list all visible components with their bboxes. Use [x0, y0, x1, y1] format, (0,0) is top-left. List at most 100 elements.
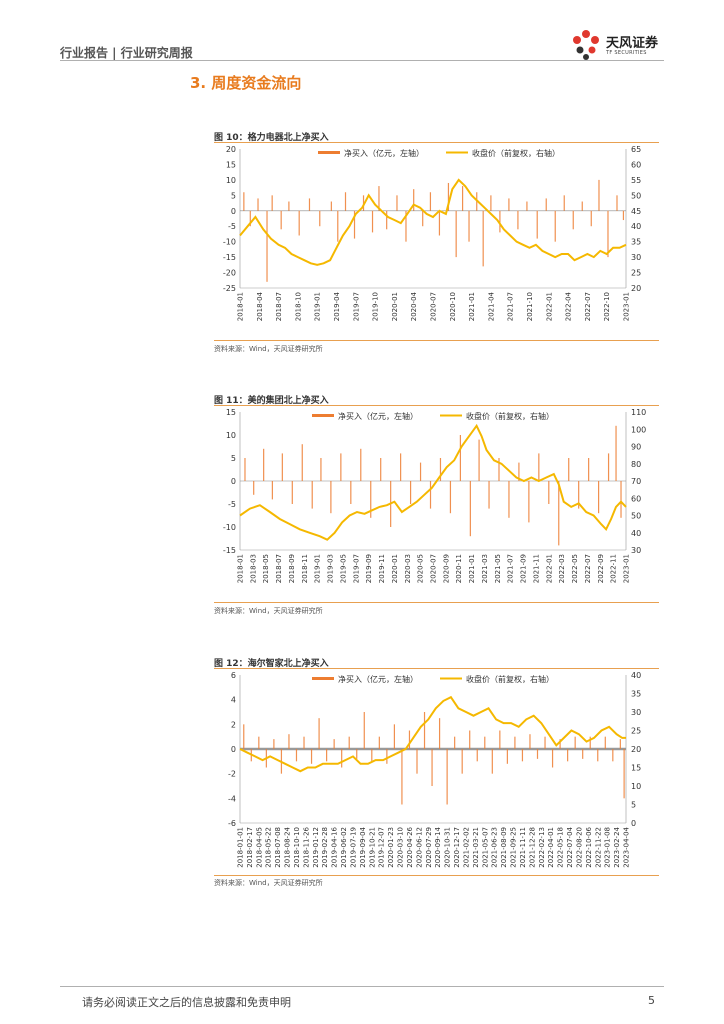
x-tick-label: 2023-01: [623, 292, 631, 321]
y-right-tick-label: 50: [631, 191, 641, 200]
net-buy-bar: [559, 739, 561, 749]
net-buy-bar: [607, 210, 609, 258]
net-buy-bar: [400, 453, 402, 481]
tf-securities-logo: 天风证券 TF SECURITIES: [568, 26, 668, 62]
net-buy-bar: [529, 734, 531, 749]
x-tick-label: 2020-07: [430, 554, 438, 583]
y-right-tick-label: 30: [631, 253, 641, 262]
price-line: [239, 178, 627, 266]
figure-12-title: 图 12：海尔智家北上净买入: [214, 659, 329, 669]
y-right-tick-label: 40: [631, 529, 641, 538]
net-buy-bar: [459, 435, 461, 481]
footer-divider: [60, 986, 664, 987]
net-buy-bar: [469, 730, 471, 749]
net-buy-bar: [622, 210, 625, 221]
net-buy-bar: [548, 481, 550, 504]
net-buy-bar: [280, 210, 282, 230]
x-tick-label: 2022-05-18: [557, 827, 565, 868]
y-left-tick-label: -6: [228, 819, 236, 828]
x-tick-label: 2020-04-26: [406, 826, 414, 867]
net-buy-bar: [348, 736, 350, 749]
y-right-tick-label: 70: [631, 477, 641, 486]
x-tick-label: 2023-02-24: [613, 826, 621, 867]
net-buy-bar: [526, 201, 528, 211]
net-buy-bar: [429, 192, 432, 211]
net-buy-bar: [598, 179, 600, 211]
y-right-tick-label: 40: [631, 222, 641, 231]
net-buy-bar: [308, 198, 311, 211]
net-buy-bar: [431, 749, 433, 786]
net-buy-bar: [598, 481, 600, 514]
x-tick-label: 2018-05-22: [265, 827, 273, 868]
x-tick-label: 2018-10-10: [293, 827, 301, 868]
net-buy-bar: [422, 210, 424, 227]
y-right-tick-label: 10: [631, 782, 641, 791]
figure-12-bottom-rule: [214, 875, 659, 876]
y-right-tick-label: 0: [631, 819, 636, 828]
net-buy-bar: [563, 195, 565, 211]
x-tick-label: 2020-07-29: [425, 827, 433, 868]
x-tick-label: 2018-01: [237, 292, 245, 321]
x-tick-label: 2019-03: [327, 554, 335, 583]
x-tick-label: 2020-10: [449, 292, 457, 321]
x-tick-label: 2019-10: [372, 292, 380, 321]
y-right-tick-label: 35: [631, 238, 641, 247]
y-right-tick-label: 45: [631, 207, 641, 216]
x-tick-label: 2021-03: [481, 554, 489, 583]
net-buy-bar: [295, 749, 298, 762]
net-buy-bar: [310, 749, 313, 764]
net-buy-bar: [490, 195, 492, 211]
y-right-tick-label: 50: [631, 512, 641, 521]
legend-bar-swatch: [312, 414, 334, 417]
figure-11-source: 资料来源：Wind，天风证券研究所: [214, 607, 323, 615]
net-buy-bar: [447, 182, 450, 211]
x-tick-label: 2020-01: [391, 292, 399, 321]
x-tick-label: 2020-06-12: [415, 827, 423, 868]
net-buy-bar: [396, 195, 398, 211]
x-tick-label: 2020-09-14: [434, 826, 442, 867]
x-tick-label: 2022-03: [558, 554, 566, 583]
x-tick-label: 2018-02-17: [246, 827, 254, 868]
net-buy-bar: [429, 481, 432, 509]
net-buy-bar: [455, 210, 457, 258]
x-tick-label: 2021-12-28: [528, 827, 536, 868]
net-buy-bar: [363, 712, 365, 749]
x-tick-label: 2019-07-19: [349, 827, 357, 868]
x-tick-label: 2023-01: [623, 554, 631, 583]
net-buy-bar: [589, 736, 591, 749]
net-buy-bar: [544, 736, 546, 749]
net-buy-bar: [616, 195, 618, 211]
net-buy-bar: [281, 453, 283, 481]
logo-text-cn: 天风证券: [606, 36, 659, 51]
net-buy-bar: [491, 749, 493, 774]
legend-bar-swatch: [318, 151, 340, 154]
y-left-tick-label: -15: [223, 253, 236, 262]
figure-10-title: 图 10：格力电器北上净买入: [214, 133, 329, 143]
x-tick-label: 2021-11: [532, 554, 540, 583]
y-left-tick-label: -20: [223, 269, 236, 278]
y-right-tick-label: 5: [631, 801, 636, 810]
section-title: 3. 周度资金流向: [190, 74, 302, 92]
x-tick-label: 2022-09: [597, 554, 605, 583]
y-right-tick-label: 80: [631, 460, 641, 469]
net-buy-bar: [243, 724, 245, 749]
net-buy-bar: [288, 734, 290, 749]
net-buy-bar: [554, 210, 556, 242]
net-buy-bar: [337, 210, 339, 242]
x-tick-label: 2021-07: [507, 554, 515, 583]
net-buy-bar: [330, 481, 332, 514]
x-tick-label: 2019-07: [352, 292, 360, 321]
x-tick-label: 2022-02-13: [538, 827, 546, 868]
price-line: [239, 695, 626, 773]
x-tick-label: 2022-04: [565, 291, 573, 321]
net-buy-bar: [271, 481, 273, 500]
y-left-tick-label: -10: [223, 523, 236, 532]
net-buy-bar: [620, 481, 622, 518]
net-buy-bar: [360, 448, 362, 481]
net-buy-bar: [438, 718, 441, 749]
y-right-tick-label: 30: [631, 708, 641, 717]
x-tick-label: 2019-04: [333, 291, 341, 321]
net-buy-bar: [572, 210, 574, 230]
legend-net-buy: 净买入（亿元，左轴）: [344, 148, 424, 158]
y-left-tick-label: 2: [231, 720, 236, 729]
